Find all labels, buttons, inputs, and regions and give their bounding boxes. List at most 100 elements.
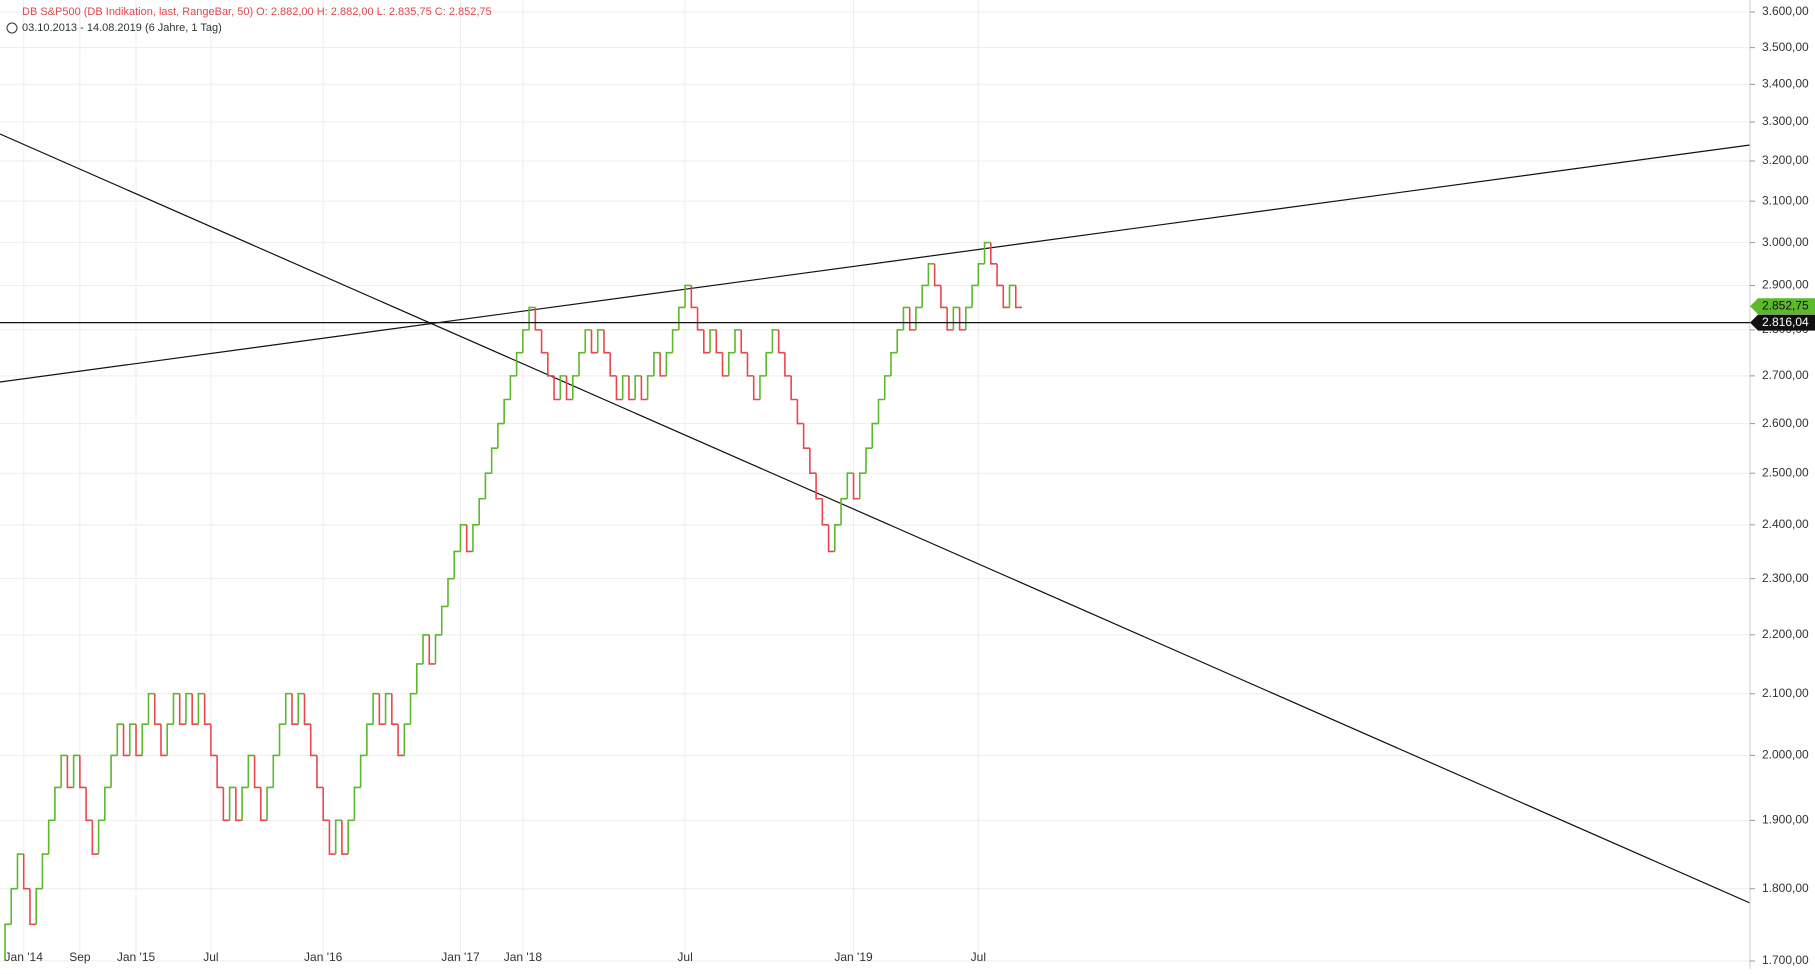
range-bar bbox=[303, 693, 311, 726]
range-bar bbox=[715, 329, 723, 354]
range-bar bbox=[615, 375, 623, 401]
range-bar bbox=[522, 329, 530, 353]
range-bar bbox=[116, 723, 124, 756]
range-bar bbox=[709, 329, 717, 353]
range-bar bbox=[465, 524, 473, 553]
range-bar bbox=[10, 887, 18, 925]
y-tick-label: 2.000,00 bbox=[1762, 748, 1809, 762]
range-bar bbox=[640, 375, 648, 401]
y-tick-label: 2.700,00 bbox=[1762, 368, 1809, 382]
x-tick-label: Jan '19 bbox=[834, 950, 873, 964]
range-bar bbox=[902, 306, 910, 330]
range-bar bbox=[940, 285, 948, 309]
range-bar bbox=[840, 497, 848, 525]
range-bar bbox=[160, 724, 168, 757]
range-bar bbox=[990, 242, 998, 265]
range-bar bbox=[135, 724, 143, 757]
chart-subtitle: 03.10.2013 - 14.08.2019 (6 Jahre, 1 Tag) bbox=[22, 22, 222, 34]
range-bar bbox=[609, 352, 617, 377]
range-bar bbox=[858, 472, 867, 499]
range-bar bbox=[41, 853, 49, 889]
x-tick-label: Jan '17 bbox=[441, 950, 480, 964]
x-tick-label: Jan '16 bbox=[304, 950, 343, 964]
range-bar bbox=[110, 754, 118, 788]
range-bar bbox=[166, 723, 174, 756]
range-bar bbox=[66, 755, 74, 789]
range-bar bbox=[852, 473, 860, 500]
range-bar bbox=[428, 634, 436, 665]
range-bar bbox=[440, 605, 448, 635]
range-bar bbox=[490, 447, 498, 474]
range-bar bbox=[147, 692, 155, 725]
range-bar bbox=[746, 352, 754, 377]
range-bar bbox=[534, 307, 542, 331]
range-bar bbox=[559, 375, 567, 400]
price-tag bbox=[1750, 314, 1815, 331]
y-tick-label: 3.300,00 bbox=[1762, 114, 1809, 128]
x-tick-label: Jan '15 bbox=[117, 950, 156, 964]
range-bar bbox=[696, 307, 704, 331]
range-bar bbox=[983, 241, 991, 264]
range-bar bbox=[141, 723, 149, 756]
range-bar bbox=[765, 351, 773, 376]
range-bar bbox=[484, 472, 492, 499]
y-tick-label: 2.300,00 bbox=[1762, 571, 1809, 585]
range-bar bbox=[54, 786, 62, 821]
range-bar bbox=[35, 887, 43, 925]
range-bar bbox=[578, 351, 586, 376]
range-bar bbox=[927, 263, 935, 286]
trend-line bbox=[0, 144, 1751, 383]
y-tick-label: 1.700,00 bbox=[1762, 953, 1809, 967]
range-bar bbox=[590, 329, 598, 354]
range-bar bbox=[422, 634, 430, 664]
y-tick-label: 2.500,00 bbox=[1762, 465, 1809, 479]
range-bar bbox=[79, 755, 87, 789]
range-bar bbox=[403, 723, 411, 756]
range-bar bbox=[97, 819, 105, 855]
range-bar bbox=[621, 375, 629, 400]
range-bar bbox=[309, 724, 317, 757]
range-bar bbox=[727, 351, 735, 376]
range-bar bbox=[341, 820, 349, 855]
range-bar bbox=[815, 473, 823, 500]
x-tick-label: Jul bbox=[971, 950, 986, 964]
x-tick-label: Jan '14 bbox=[5, 950, 44, 964]
range-bar bbox=[247, 754, 255, 788]
range-bar bbox=[453, 550, 461, 579]
range-bar bbox=[684, 284, 692, 308]
range-bar bbox=[353, 786, 361, 821]
range-bar bbox=[740, 329, 748, 354]
y-tick-label: 2.200,00 bbox=[1762, 627, 1809, 641]
range-bar bbox=[459, 524, 467, 552]
range-bar bbox=[60, 754, 68, 788]
range-bar bbox=[908, 307, 916, 331]
range-bar bbox=[334, 819, 342, 855]
range-bar bbox=[178, 693, 186, 726]
x-tick-label: Jul bbox=[203, 950, 218, 964]
range-bar bbox=[47, 819, 55, 855]
range-bar bbox=[796, 399, 804, 425]
trend-line bbox=[0, 133, 1751, 904]
range-bar bbox=[802, 423, 810, 449]
y-tick-label: 3.400,00 bbox=[1762, 76, 1809, 90]
range-bar bbox=[210, 724, 218, 757]
range-bar bbox=[291, 693, 299, 726]
range-bar bbox=[322, 787, 330, 822]
x-tick-label: Sep bbox=[69, 950, 91, 964]
y-tick-label: 3.500,00 bbox=[1762, 40, 1809, 54]
range-bar bbox=[952, 306, 960, 330]
grid bbox=[0, 0, 1750, 962]
range-bar bbox=[515, 351, 523, 376]
range-bar bbox=[272, 754, 280, 788]
range-bar bbox=[235, 787, 243, 822]
y-tick-label: 2.900,00 bbox=[1762, 278, 1809, 292]
chart-title: DB S&P500 (DB Indikation, last, RangeBar… bbox=[22, 6, 492, 18]
range-bar bbox=[397, 724, 405, 757]
range-bar bbox=[553, 375, 561, 401]
range-bar bbox=[996, 263, 1004, 287]
range-bar bbox=[316, 755, 324, 789]
range-bar bbox=[1014, 285, 1022, 309]
range-bar bbox=[203, 693, 211, 726]
y-tick-label: 3.100,00 bbox=[1762, 193, 1809, 207]
range-bar bbox=[865, 447, 873, 474]
